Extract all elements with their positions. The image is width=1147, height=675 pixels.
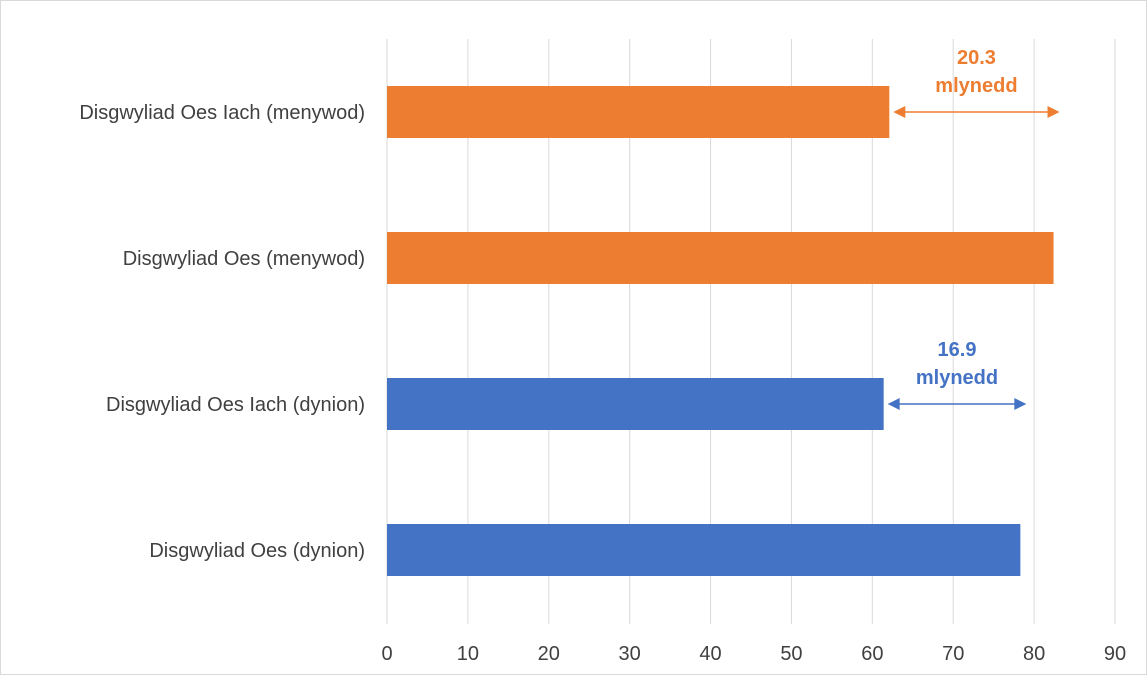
gap-value-label: 20.3 xyxy=(957,47,996,69)
category-label: Disgwyliad Oes (dynion) xyxy=(149,540,365,562)
gap-unit-label: mlynedd xyxy=(935,75,1017,97)
gap-value-label: 16.9 xyxy=(938,339,977,361)
x-tick-label: 90 xyxy=(1104,643,1126,665)
category-label: Disgwyliad Oes (menywod) xyxy=(123,248,365,270)
bar xyxy=(387,524,1021,576)
gap-unit-label: mlynedd xyxy=(916,367,998,389)
category-label: Disgwyliad Oes Iach (menywod) xyxy=(79,102,365,124)
x-tick-label: 80 xyxy=(1023,643,1045,665)
bar xyxy=(387,86,890,138)
gap-annotation: 20.3 mlynedd xyxy=(893,47,1060,118)
x-tick-label: 50 xyxy=(780,643,802,665)
x-tick-label: 0 xyxy=(381,643,392,665)
category-label: Disgwyliad Oes Iach (dynion) xyxy=(106,394,365,416)
x-tick-label: 20 xyxy=(538,643,560,665)
bar xyxy=(387,232,1054,284)
x-tick-label: 30 xyxy=(619,643,641,665)
bars xyxy=(387,86,1054,576)
bar xyxy=(387,378,884,430)
arrow-head-right xyxy=(1047,106,1060,118)
x-tick-label: 40 xyxy=(699,643,721,665)
gap-annotation: 16.9 mlynedd xyxy=(887,339,1027,410)
x-tick-label: 10 xyxy=(457,643,479,665)
x-tick-label: 70 xyxy=(942,643,964,665)
arrow-head-left xyxy=(887,398,900,410)
x-tick-label: 60 xyxy=(861,643,883,665)
annotations: 20.3 mlynedd 16.9 mlynedd xyxy=(887,47,1060,410)
category-labels: Disgwyliad Oes Iach (menywod) Disgwyliad … xyxy=(79,102,365,562)
arrow-head-left xyxy=(893,106,906,118)
x-tick-labels: 0 10 20 30 40 50 60 70 80 90 xyxy=(381,643,1126,665)
arrow-head-right xyxy=(1014,398,1027,410)
